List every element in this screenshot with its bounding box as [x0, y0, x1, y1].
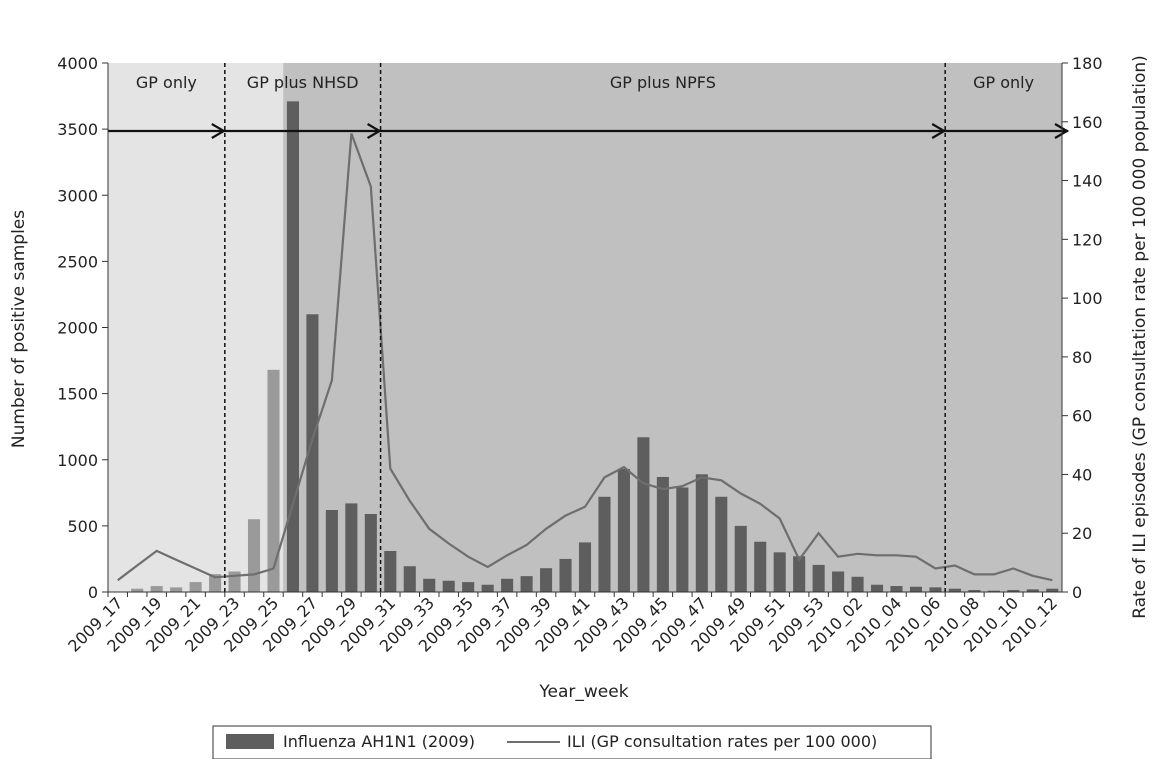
bar-2010_02: [852, 577, 864, 592]
bar-2009_19: [151, 586, 163, 592]
bar-2009_50: [754, 542, 766, 592]
y-tick-label-left: 3000: [57, 186, 98, 205]
bar-2009_41: [579, 542, 591, 592]
bar-2010_03: [871, 585, 883, 592]
bar-2009_30: [365, 514, 377, 592]
bar-2009_31: [384, 551, 396, 592]
y-tick-label-left: 1000: [57, 451, 98, 470]
y-axis-title-left: Number of positive samples: [9, 210, 29, 448]
bar-2009_43: [618, 469, 630, 592]
bar-2009_32: [404, 566, 416, 592]
bar-2009_35: [462, 582, 474, 592]
legend: Influenza AH1N1 (2009) ILI (GP consultat…: [213, 726, 931, 759]
y-tick-label-left: 0: [88, 583, 98, 602]
bar-2009_49: [735, 526, 747, 592]
y-tick-label-right: 20: [1072, 524, 1092, 543]
y-tick-label-right: 0: [1072, 583, 1082, 602]
y-tick-label-right: 160: [1072, 113, 1103, 132]
y-axis-title-right: Rate of ILI episodes (GP consultation ra…: [1130, 55, 1150, 619]
y-tick-label-right: 40: [1072, 465, 1092, 484]
bar-2009_37: [501, 579, 513, 592]
bar-2010_06: [929, 587, 941, 592]
y-tick-label-left: 2000: [57, 319, 98, 338]
bar-2009_51: [774, 552, 786, 592]
y-tick-label-left: 500: [67, 517, 98, 536]
bar-2009_44: [637, 437, 649, 592]
bar-2009_24: [248, 519, 260, 592]
bar-2009_28: [326, 510, 338, 592]
y-tick-label-right: 180: [1072, 54, 1103, 73]
y-tick-label-right: 80: [1072, 348, 1092, 367]
y-tick-label-left: 1500: [57, 385, 98, 404]
y-tick-label-right: 60: [1072, 407, 1092, 426]
y-tick-label-left: 4000: [57, 54, 98, 73]
bar-2009_39: [540, 568, 552, 592]
phase-label: GP only: [136, 73, 197, 92]
bar-2009_25: [267, 370, 279, 592]
bar-2009_29: [345, 503, 357, 592]
y-tick-label-left: 2500: [57, 252, 98, 271]
y-tick-label-left: 3500: [57, 120, 98, 139]
bar-2009_21: [190, 582, 202, 592]
legend-label-line: ILI (GP consultation rates per 100 000): [567, 732, 877, 751]
bar-2009_20: [170, 587, 182, 592]
bar-2010_04: [890, 586, 902, 592]
phase-label: GP plus NPFS: [610, 73, 716, 92]
y-tick-label-right: 120: [1072, 230, 1103, 249]
bar-2010_05: [910, 587, 922, 592]
bar-2009_46: [676, 488, 688, 592]
bar-2009_36: [482, 585, 494, 592]
bar-2009_42: [598, 497, 610, 592]
bar-2009_34: [443, 581, 455, 592]
legend-swatch-bar: [226, 734, 274, 749]
y-tick-label-right: 100: [1072, 289, 1103, 308]
bar-2010_01: [832, 572, 844, 592]
phase-label: GP only: [973, 73, 1034, 92]
legend-label-bar: Influenza AH1N1 (2009): [283, 732, 475, 751]
bar-2009_40: [559, 559, 571, 592]
phase-background: [108, 63, 225, 592]
phase-label: GP plus NHSD: [247, 73, 359, 92]
bar-2009_33: [423, 579, 435, 592]
bar-2009_48: [715, 497, 727, 592]
x-axis-title: Year_week: [538, 682, 628, 702]
phase-backgrounds: [108, 63, 1062, 592]
bar-2009_53: [813, 565, 825, 592]
bar-2009_52: [793, 556, 805, 592]
bar-2009_47: [696, 474, 708, 592]
bar-2009_38: [521, 576, 533, 592]
bar-2009_45: [657, 477, 669, 592]
phase-background: [945, 63, 1062, 592]
y-tick-label-right: 140: [1072, 172, 1103, 191]
